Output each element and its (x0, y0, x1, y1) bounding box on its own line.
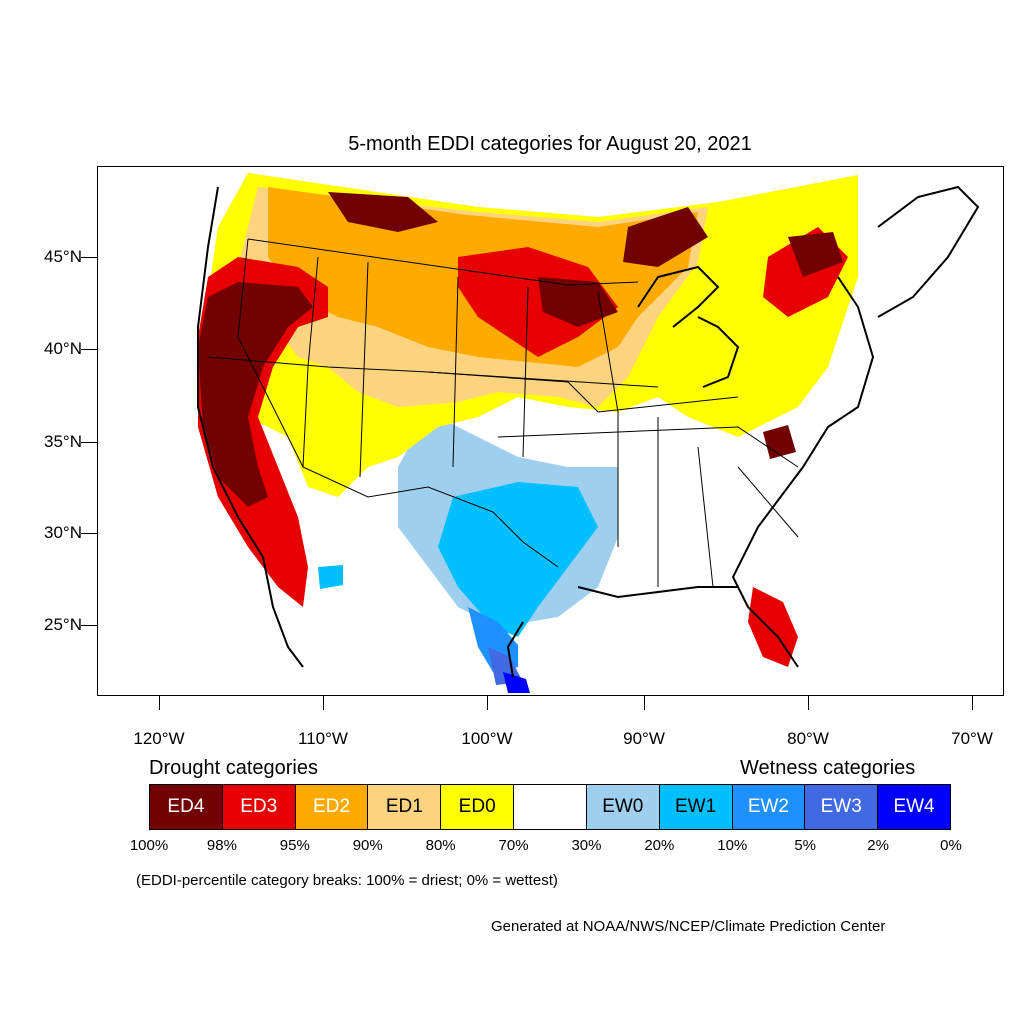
legend-swatch-ed3: ED3 (222, 785, 296, 829)
percent-label: 2% (867, 837, 889, 854)
percent-label: 95% (279, 837, 310, 854)
boundary-lines (207, 238, 799, 588)
percent-label: 90% (352, 837, 383, 854)
percent-label: 5% (794, 837, 817, 854)
lon-label-80w: 80°W (787, 729, 829, 748)
ew4-region (503, 672, 530, 693)
lat-label-25n: 25°N (44, 615, 82, 634)
lon-label-70w: 70°W (951, 729, 993, 748)
lon-label-90w: 90°W (623, 729, 665, 748)
percent-label: 70% (498, 837, 529, 854)
legend-swatch-ew3: EW3 (805, 785, 879, 829)
lon-label-110w: 110°W (298, 729, 348, 748)
eddi-map (97, 166, 1004, 696)
lat-tick (81, 442, 97, 443)
credit-line: Generated at NOAA/NWS/NCEP/Climate Predi… (491, 918, 886, 935)
ew1-region (438, 482, 598, 637)
percent-label: 100% (129, 837, 169, 854)
category-legend: ED4 ED3 ED2 ED1 ED0 EW0 EW1 EW2 EW3 EW4 (149, 784, 951, 830)
map-title: 5-month EDDI categories for August 20, 2… (348, 133, 752, 155)
ed4-region-5 (788, 232, 843, 277)
legend-swatch-ed4: ED4 (150, 785, 223, 829)
lat-label-35n: 35°N (44, 432, 82, 451)
legend-swatch-ew0: EW0 (586, 785, 660, 829)
lat-tick (81, 257, 97, 258)
legend-swatch-ew1: EW1 (659, 785, 733, 829)
drought-heading: Drought categories (149, 757, 318, 779)
coastline (197, 185, 980, 678)
lon-tick (644, 696, 645, 710)
lat-tick (81, 533, 97, 534)
percent-label: 20% (644, 837, 675, 854)
percent-label: 98% (206, 837, 237, 854)
lon-tick (487, 696, 488, 710)
ew1-region-2 (318, 565, 343, 589)
legend-swatch-ew4: EW4 (878, 785, 950, 829)
lon-tick (972, 696, 973, 710)
ed4-region-6 (763, 425, 796, 459)
legend-swatch-ew2: EW2 (732, 785, 806, 829)
percent-label: 30% (571, 837, 602, 854)
category-note: (EDDI-percentile category breaks: 100% =… (136, 872, 558, 889)
lon-tick (323, 696, 324, 710)
legend-swatch-neutral (514, 785, 587, 829)
lon-label-120w: 120°W (133, 729, 185, 748)
lat-label-40n: 40°N (44, 339, 82, 358)
lat-label-30n: 30°N (44, 523, 82, 542)
lat-tick (81, 625, 97, 626)
percent-label: 0% (940, 837, 962, 854)
lat-label-45n: 45°N (44, 247, 82, 266)
ed4-region (198, 282, 313, 507)
percent-label: 80% (425, 837, 456, 854)
percent-label: 10% (717, 837, 748, 854)
lat-tick (81, 349, 97, 350)
ed4-region-4 (623, 207, 708, 267)
lon-label-100w: 100°W (461, 729, 513, 748)
legend-swatch-ed2: ED2 (295, 785, 369, 829)
wetness-heading: Wetness categories (740, 757, 916, 779)
legend-swatch-ed1: ED1 (368, 785, 442, 829)
ed4-region-3 (538, 277, 618, 327)
lon-tick (808, 696, 809, 710)
lon-tick (159, 696, 160, 710)
legend-swatch-ed0: ED0 (441, 785, 515, 829)
ed4-region-2 (328, 192, 438, 232)
